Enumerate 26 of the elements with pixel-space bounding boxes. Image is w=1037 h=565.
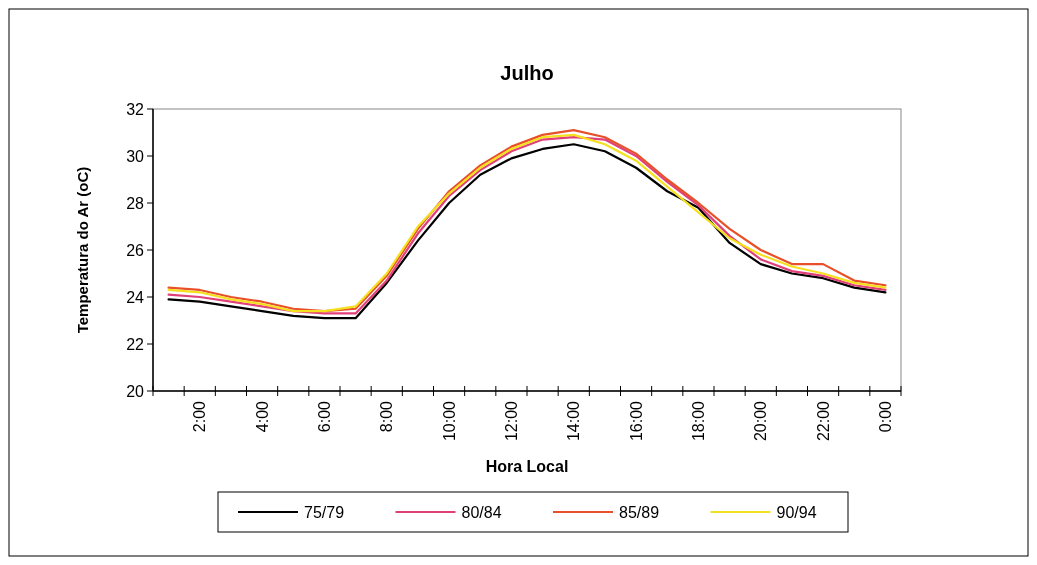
legend-label: 85/89 bbox=[619, 503, 660, 521]
x-tick-label: 10:00 bbox=[440, 400, 458, 442]
x-axis-title: Hora Local bbox=[485, 458, 569, 475]
x-tick-label: 2:00 bbox=[191, 400, 209, 433]
x-tick-label: 0:00 bbox=[877, 400, 895, 433]
legend-label: 75/79 bbox=[304, 503, 345, 521]
x-tick-label: 22:00 bbox=[814, 400, 832, 442]
y-tick-label: 30 bbox=[126, 147, 145, 165]
x-tick-label: 4:00 bbox=[253, 400, 271, 433]
legend-label: 90/94 bbox=[776, 503, 817, 521]
legend-label: 80/84 bbox=[461, 503, 502, 521]
y-tick-label: 20 bbox=[126, 382, 145, 400]
x-tick-label: 16:00 bbox=[627, 400, 645, 442]
y-tick-label: 24 bbox=[126, 288, 145, 306]
y-tick-label: 26 bbox=[126, 241, 145, 259]
y-tick-label: 28 bbox=[126, 194, 145, 212]
x-tick-label: 20:00 bbox=[752, 400, 770, 442]
x-tick-label: 6:00 bbox=[316, 400, 334, 433]
x-tick-label: 12:00 bbox=[503, 400, 521, 442]
chart-title: Julho bbox=[500, 62, 554, 84]
y-tick-label: 22 bbox=[126, 335, 145, 353]
x-tick-label: 18:00 bbox=[690, 400, 708, 442]
x-tick-label: 14:00 bbox=[565, 400, 583, 442]
x-tick-label: 8:00 bbox=[378, 400, 396, 433]
y-tick-label: 32 bbox=[126, 100, 145, 118]
y-axis-title: Temperatura do Ar (oC) bbox=[74, 166, 91, 334]
